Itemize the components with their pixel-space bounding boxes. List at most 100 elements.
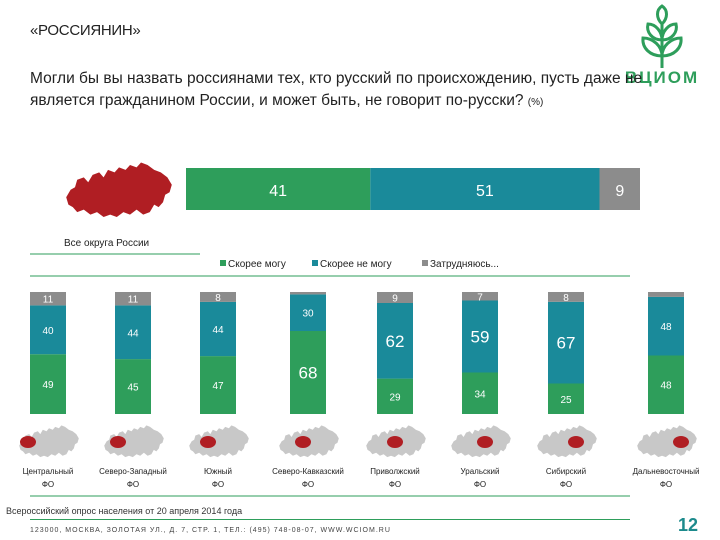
region-bar-7-segment-1 — [548, 383, 584, 414]
region-suffix-5: ФО — [389, 480, 401, 489]
region-suffix-4: ФО — [302, 480, 314, 489]
region-name-5: Приволжский — [370, 467, 420, 476]
region-bar-8-segment-3 — [648, 292, 684, 297]
legend-swatch-2 — [312, 260, 318, 266]
region-bar-5-segment-2 — [377, 303, 413, 379]
region-bar-4-label-1: 68 — [299, 364, 318, 383]
region-bar-1-label-1: 49 — [42, 380, 54, 391]
question-body: Могли бы вы назвать россиянами тех, кто … — [30, 70, 643, 109]
wciom-logo: ВЦИОМ — [612, 4, 712, 94]
region-bar-3-label-3: 8 — [215, 293, 221, 304]
region-map-7-highlight — [568, 436, 584, 448]
region-bar-5-label-2: 62 — [386, 332, 405, 351]
region-suffix-3: ФО — [212, 480, 224, 489]
region-name-2: Северо-Западный — [99, 467, 167, 476]
region-bar-5-label-1: 29 — [389, 392, 401, 403]
region-map-2-highlight — [110, 436, 126, 448]
region-map-3-icon — [189, 425, 249, 458]
region-bar-8-segment-2 — [648, 296, 684, 356]
region-bar-4-segment-2 — [290, 294, 326, 331]
russia-map-all-icon — [66, 162, 172, 217]
region-name-1: Центральный — [23, 467, 74, 476]
overall-bar-label-3: 9 — [615, 183, 624, 200]
overall-bar-label-1: 41 — [269, 183, 287, 200]
question-unit: (%) — [527, 97, 544, 108]
region-bar-6-label-3: 7 — [477, 292, 483, 303]
region-name-8: Дальневосточный — [633, 467, 700, 476]
survey-note: Всероссийский опрос населения от 20 апре… — [6, 506, 243, 516]
region-bar-3-label-2: 44 — [212, 325, 224, 336]
region-name-6: Уральский — [461, 467, 500, 476]
region-suffix-6: ФО — [474, 480, 486, 489]
region-suffix-2: ФО — [127, 480, 139, 489]
region-bar-3-label-1: 47 — [212, 381, 224, 392]
legend-label-2: Скорее не могу — [320, 259, 392, 270]
region-bar-7-label-1: 25 — [560, 395, 572, 406]
region-bar-6-label-2: 59 — [471, 328, 490, 347]
region-suffix-7: ФО — [560, 480, 572, 489]
legend-label-3: Затрудняюсь... — [430, 259, 499, 270]
region-bar-6-segment-2 — [462, 300, 498, 373]
region-bar-1-segment-3 — [30, 292, 66, 306]
region-bar-4-segment-1 — [290, 331, 326, 414]
wciom-tree-icon — [641, 4, 683, 68]
page-number: 12 — [678, 515, 699, 535]
region-bar-5-segment-3 — [377, 292, 413, 303]
region-suffix-8: ФО — [660, 480, 672, 489]
overall-bar-segment-2 — [370, 168, 600, 210]
legend-label-1: Скорее могу — [228, 259, 286, 270]
region-name-7: Сибирский — [546, 467, 586, 476]
legend-swatch-1 — [220, 260, 226, 266]
page-title: «РОССИЯНИН» — [30, 22, 141, 39]
region-bar-6-segment-1 — [462, 372, 498, 414]
region-bar-7-label-2: 67 — [557, 334, 576, 353]
region-bar-4-label-2: 30 — [302, 309, 314, 320]
legend-swatch-3 — [422, 260, 428, 266]
region-name-4: Северо-Кавказский — [272, 467, 344, 476]
region-bar-5-segment-1 — [377, 378, 413, 414]
footer-divider — [30, 519, 630, 520]
region-map-2-icon — [104, 425, 164, 458]
region-bar-3-segment-3 — [200, 292, 236, 302]
footer-address: 123000, МОСКВА, ЗОЛОТАЯ УЛ., Д. 7, СТР. … — [30, 527, 391, 534]
region-bar-2-label-3: 11 — [128, 295, 139, 306]
region-bar-1-segment-1 — [30, 354, 66, 414]
region-bar-8-label-2: 48 — [660, 322, 672, 333]
region-bar-3-segment-2 — [200, 301, 236, 357]
region-bar-7-segment-3 — [548, 292, 584, 302]
overall-bar-segment-1 — [186, 168, 371, 210]
region-map-1-highlight — [20, 436, 36, 448]
region-bar-2-segment-2 — [115, 305, 151, 360]
overall-category-label: Все округа России — [64, 238, 149, 249]
region-bar-2-label-2: 44 — [127, 328, 139, 339]
region-map-4-highlight — [295, 436, 311, 448]
region-bar-5-label-3: 9 — [392, 294, 398, 305]
region-name-3: Южный — [204, 467, 232, 476]
region-bar-2-label-1: 45 — [127, 383, 139, 394]
overall-bar-segment-3 — [599, 168, 640, 210]
region-suffix-1: ФО — [42, 480, 54, 489]
region-bar-8-label-1: 48 — [660, 381, 672, 392]
region-map-1-icon — [19, 425, 79, 458]
region-bar-1-label-2: 40 — [42, 326, 54, 337]
region-bar-2-segment-3 — [115, 292, 151, 306]
region-bar-1-segment-2 — [30, 305, 66, 355]
region-map-5-highlight — [387, 436, 403, 448]
region-map-8-highlight — [673, 436, 689, 448]
region-bar-1-label-3: 11 — [43, 295, 54, 306]
region-bar-6-segment-3 — [462, 292, 498, 301]
region-map-6-highlight — [477, 436, 493, 448]
region-bar-2-segment-1 — [115, 359, 151, 414]
region-bar-7-segment-2 — [548, 301, 584, 384]
region-map-7-icon — [537, 425, 597, 458]
overall-bar-label-2: 51 — [476, 183, 494, 200]
region-bar-4-segment-3 — [290, 292, 326, 295]
question-text: Могли бы вы назвать россиянами тех, кто … — [30, 68, 670, 114]
region-bar-7-label-3: 8 — [563, 293, 569, 304]
region-map-3-highlight — [200, 436, 216, 448]
region-bar-6-label-1: 34 — [474, 389, 486, 400]
region-map-8-icon — [637, 425, 697, 458]
region-bar-3-segment-1 — [200, 356, 236, 414]
region-bar-8-segment-1 — [648, 355, 684, 414]
wciom-logo-text: ВЦИОМ — [624, 68, 700, 87]
